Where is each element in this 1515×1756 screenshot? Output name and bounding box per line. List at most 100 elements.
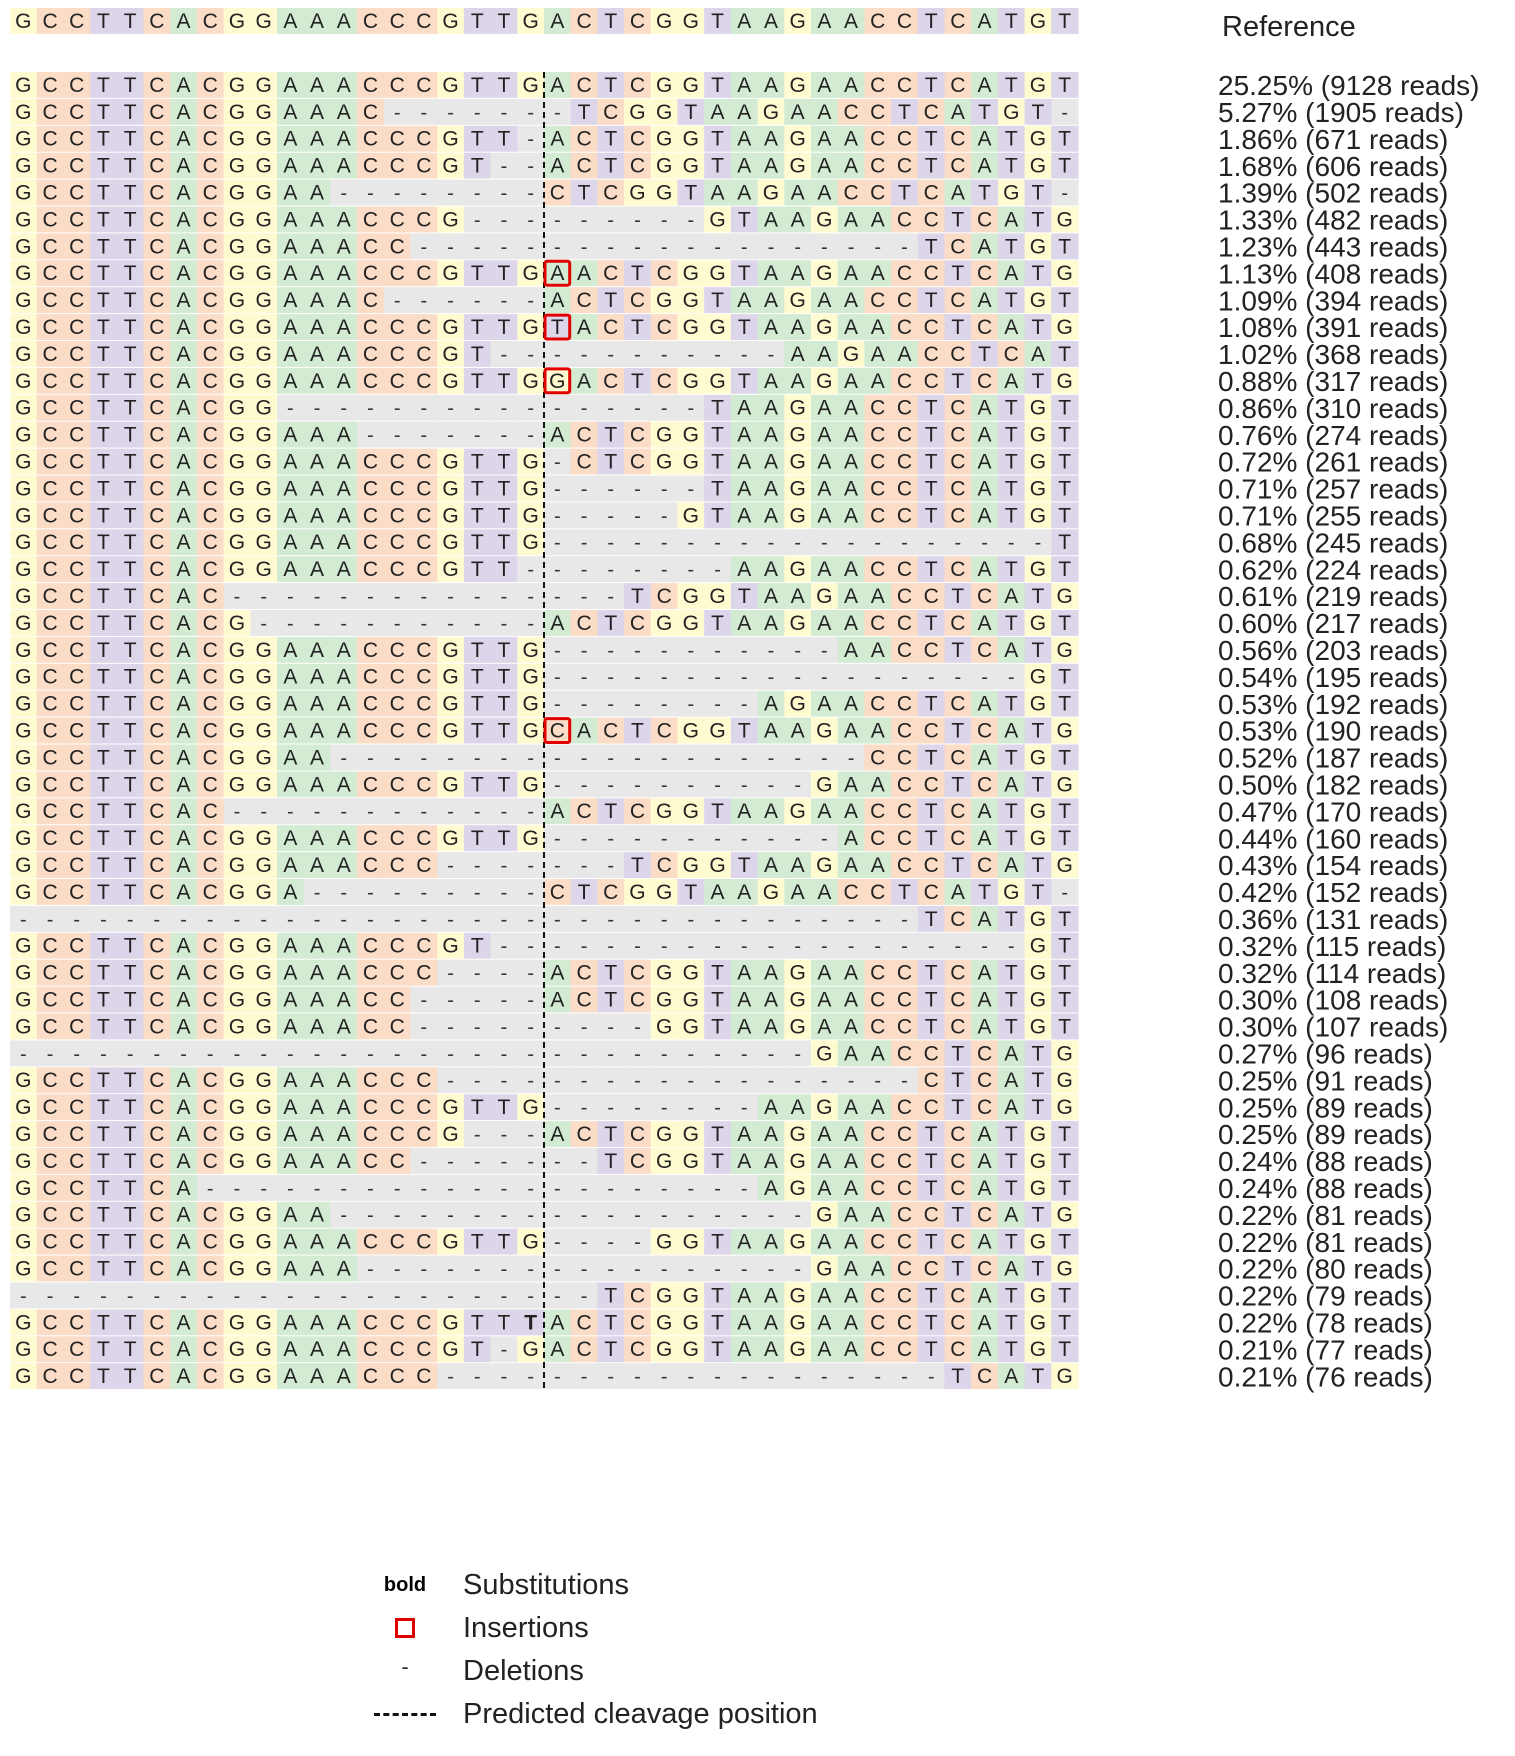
base-letter: G [683, 585, 699, 608]
base-letter: A [177, 881, 191, 904]
base-cell [917, 8, 946, 34]
base-letter: G [629, 101, 645, 124]
base-letter: C [630, 1338, 645, 1361]
base-letter: T [1005, 10, 1018, 33]
base-letter: C [870, 558, 885, 581]
base-letter: C [870, 1284, 885, 1307]
base-letter: A [871, 262, 885, 285]
base-letter: C [363, 74, 378, 97]
base-letter: - [474, 990, 481, 1012]
base-cell [116, 72, 145, 98]
base-letter: G [15, 720, 31, 743]
base-letter: G [1030, 1231, 1046, 1254]
base-letter: A [177, 1338, 191, 1361]
base-letter: - [474, 801, 481, 823]
base-letter: A [177, 451, 191, 474]
base-letter: - [447, 613, 454, 635]
base-cell [223, 8, 251, 34]
base-letter: G [15, 370, 31, 393]
base-letter: A [764, 10, 778, 33]
base-letter: A [791, 262, 805, 285]
base-letter: - [554, 559, 561, 581]
base-letter: - [688, 1097, 695, 1119]
base-letter: - [447, 1070, 454, 1092]
base-cell [891, 125, 919, 152]
base-letter: G [229, 208, 245, 231]
base-letter: C [203, 585, 218, 608]
base-letter: G [789, 693, 805, 716]
base-letter: T [1032, 1042, 1045, 1065]
base-letter: C [203, 962, 218, 985]
base-letter: T [1005, 1338, 1018, 1361]
base-letter: A [177, 1150, 191, 1173]
base-letter: - [421, 398, 428, 420]
base-letter: A [817, 451, 831, 474]
base-letter: T [951, 585, 964, 608]
base-letter: - [554, 505, 561, 527]
base-cell [544, 125, 572, 152]
base-letter: T [471, 1311, 484, 1334]
base-cell [143, 152, 171, 179]
base-cell [330, 8, 358, 34]
base-letter: T [498, 1096, 511, 1119]
base-letter: - [340, 1205, 347, 1227]
base-letter: G [1030, 693, 1046, 716]
base-letter: C [69, 316, 84, 339]
base-letter: C [149, 128, 164, 151]
base-letter: G [789, 1231, 805, 1254]
base-letter: - [474, 290, 481, 312]
base-cell [490, 98, 518, 125]
base-letter: T [1058, 746, 1071, 769]
base-letter: G [1030, 935, 1046, 958]
base-letter: C [42, 827, 57, 850]
base-letter: A [844, 962, 858, 985]
base-letter: A [337, 558, 351, 581]
base-letter: T [498, 531, 511, 554]
base-letter: C [203, 451, 218, 474]
base-letter: A [337, 370, 351, 393]
base-letter: - [607, 936, 614, 958]
base-letter: - [688, 694, 695, 716]
base-letter: G [229, 1069, 245, 1092]
base-cell [63, 152, 91, 179]
base-letter: T [1032, 1096, 1045, 1119]
base-cell [277, 125, 305, 152]
base-letter: T [925, 397, 938, 420]
base-letter: T [97, 854, 110, 877]
base-letter: A [764, 208, 778, 231]
base-letter: - [607, 559, 614, 581]
base-letter: T [498, 316, 511, 339]
base-letter: T [498, 504, 511, 527]
base-letter: - [421, 1043, 428, 1065]
base-cell [704, 98, 732, 125]
base-letter: - [527, 425, 534, 447]
base-letter: C [149, 235, 164, 258]
base-letter: C [576, 155, 591, 178]
base-letter: G [255, 558, 271, 581]
base-letter: A [737, 397, 751, 420]
base-letter: T [1058, 1177, 1071, 1200]
base-letter: - [581, 1259, 588, 1281]
base-letter: G [255, 1311, 271, 1334]
base-letter: A [711, 101, 725, 124]
base-letter: T [604, 128, 617, 151]
base-cell [410, 152, 438, 179]
base-letter: - [821, 747, 828, 769]
base-letter: - [501, 1285, 508, 1307]
base-letter: - [180, 1043, 187, 1065]
base-letter: C [950, 558, 965, 581]
base-letter: C [203, 612, 218, 635]
base-letter: G [255, 370, 271, 393]
base-letter: - [901, 936, 908, 958]
base-letter: - [714, 640, 721, 662]
base-letter: T [124, 1177, 137, 1200]
base-letter: - [688, 209, 695, 231]
base-letter: - [501, 586, 508, 608]
base-letter: G [15, 262, 31, 285]
base-letter: G [255, 504, 271, 527]
base-letter: C [390, 235, 405, 258]
base-letter: C [363, 262, 378, 285]
base-letter: A [844, 558, 858, 581]
